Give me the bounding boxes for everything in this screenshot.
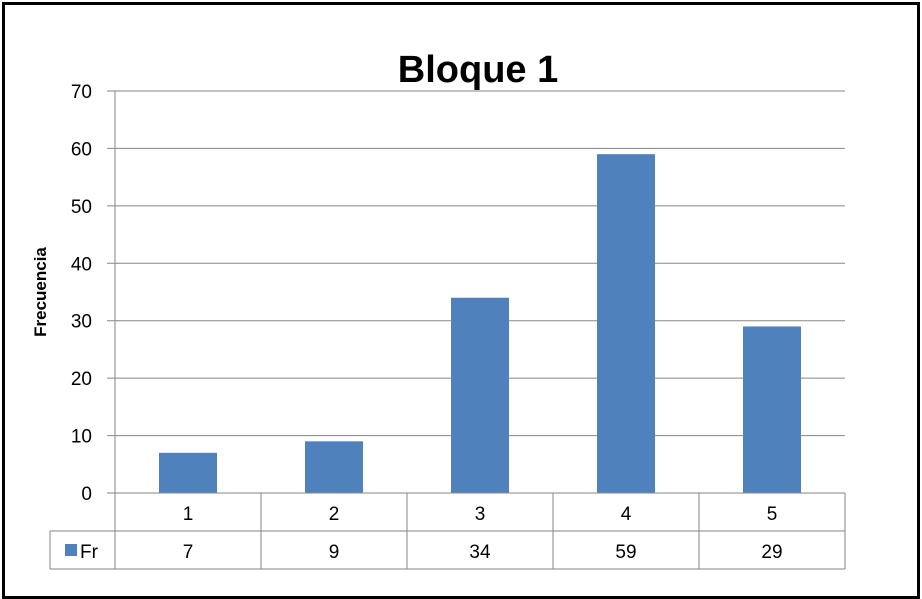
x-tick-label: 3 xyxy=(475,504,486,525)
y-tick-label: 40 xyxy=(71,254,92,275)
x-tick-label: 5 xyxy=(767,504,778,525)
bar xyxy=(743,326,801,493)
legend-key xyxy=(65,544,77,556)
y-tick-label: 20 xyxy=(71,369,92,390)
y-axis-ticks: 0 10 20 30 40 50 60 70 xyxy=(71,82,92,505)
bar xyxy=(451,297,509,493)
legend-series-name: Fr xyxy=(80,542,99,563)
data-table-value: 29 xyxy=(761,542,782,563)
data-table-value: 7 xyxy=(183,542,194,563)
x-tick-label: 2 xyxy=(329,504,340,525)
x-tick-label: 4 xyxy=(621,504,632,525)
bar xyxy=(159,452,217,493)
bar xyxy=(597,154,655,493)
y-tick-label: 10 xyxy=(71,427,92,448)
bars xyxy=(159,154,801,493)
y-tick-label: 70 xyxy=(71,82,92,103)
y-tick-label: 0 xyxy=(81,484,92,505)
y-tick-label: 60 xyxy=(71,139,92,160)
data-table-value: 59 xyxy=(615,542,636,563)
data-table-value: 34 xyxy=(469,542,491,563)
data-table-value: 9 xyxy=(329,542,340,563)
chart-title: Bloque 1 xyxy=(398,49,558,91)
y-axis-label: Frecuencia xyxy=(31,247,50,337)
bar xyxy=(305,441,363,493)
y-tick-label: 50 xyxy=(71,197,92,218)
x-tick-label: 1 xyxy=(183,504,194,525)
y-tick-label: 30 xyxy=(71,312,92,333)
